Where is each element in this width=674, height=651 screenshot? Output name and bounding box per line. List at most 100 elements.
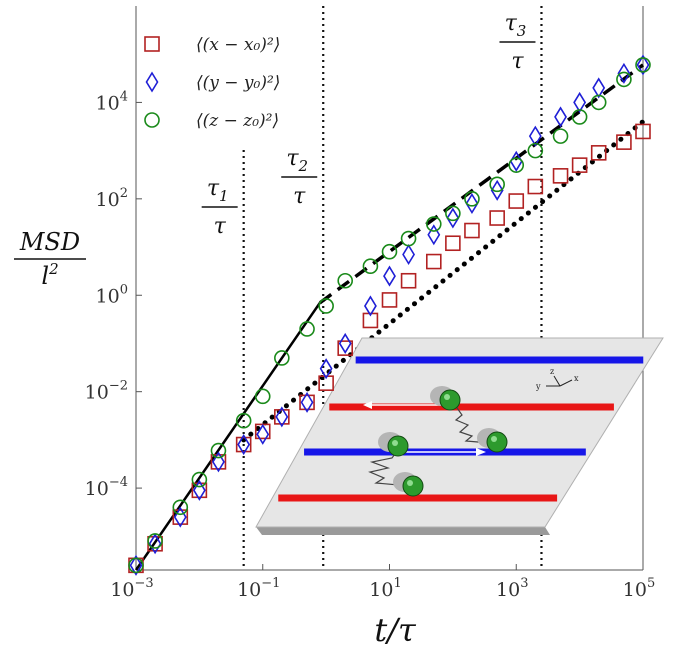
y-tick-label: 10−4 [85,475,128,500]
tether-spring-1 [454,404,491,444]
point-diamond [300,391,314,413]
z-axis-arrow [553,375,561,387]
point-circle [635,57,651,73]
point-diamond [237,434,251,456]
point-square [400,272,417,289]
point-circle [337,272,354,289]
fit-line-dotted [241,119,646,443]
tau-2-numerator: τ2 [286,146,308,175]
x-axis-arrow [559,379,573,387]
point-circle [362,258,379,275]
point-diamond [148,533,162,555]
particle-3 [387,435,409,457]
point-circle [172,499,189,516]
point-diamond [363,295,377,317]
point-circle [235,412,252,429]
legend-label-diamond: ⟨(y − y₀)²⟩ [196,73,280,93]
tau-3-denominator: τ [511,49,524,74]
particle-highlight [392,440,398,446]
point-circle [191,471,208,488]
point-diamond [275,406,289,428]
inset-edge [256,527,550,535]
tau-2-denominator: τ [293,184,306,209]
point-diamond [319,358,333,380]
point-square [381,292,398,308]
legend-marker-diamond [145,71,159,93]
point-circle [210,442,227,459]
legend: ⟨(x − x₀)²⟩ ⟨(y − y₀)²⟩ ⟨(z − z₀)²⟩ [144,35,280,131]
legend-label-circle: ⟨(z − z₀)²⟩ [196,111,279,131]
point-square [445,235,461,252]
point-circle [445,205,461,222]
arrow-left-head [363,401,372,409]
tick-labels: 10−3 10−1 101 103 105 10−4 10−2 100 102 104 [85,89,656,601]
point-diamond [528,125,542,147]
particle-4 [402,475,424,497]
legend-label-square: ⟨(x − x₀)²⟩ [196,35,280,55]
fit-lines [134,63,646,571]
point-square [635,123,651,140]
point-circle [590,94,607,111]
point-square [590,145,607,161]
point-square [508,193,525,209]
point-circle [128,557,144,574]
point-square [172,509,189,525]
inset-x-label: x [574,374,579,383]
point-diamond [573,91,587,113]
point-square [552,168,569,184]
point-circle [616,71,632,88]
fit-line-dashed [318,63,645,305]
tau-3-numerator: τ3 [505,11,527,40]
y-tick-label: 104 [96,89,128,114]
point-square [299,394,315,411]
point-circle [425,216,442,232]
point-square [464,222,480,239]
fit-line-solid [134,302,322,571]
point-square [527,178,544,195]
point-square [274,409,290,425]
point-circle [274,350,290,366]
point-diamond [592,77,606,99]
point-circle [400,230,417,247]
point-circle [508,157,525,173]
x-tick-label: 10−1 [237,576,280,601]
x-axis-title: t/τ [374,611,417,649]
inset-z-label: z [550,367,554,376]
point-diamond [256,423,270,445]
point-diamond [446,207,460,229]
y-axis-title-denominator: l2 [41,260,58,290]
axes-frame [135,6,644,571]
x-tick-label: 103 [496,576,528,601]
axis-and-annotation-labels: τ1 τ τ2 τ τ3 τ MSD l2 t/τ [14,11,536,649]
y-tick-label: 100 [96,282,128,307]
point-circle [381,243,398,260]
tether-spring-2 [368,449,411,487]
tau-1-denominator: τ [214,214,227,239]
particle-1 [439,389,461,411]
point-diamond [192,479,206,501]
y-tick-label: 10−2 [85,379,128,404]
reference-vlines [242,6,543,570]
point-circle [464,191,480,207]
point-diamond [402,243,416,266]
x-tick-label: 105 [623,576,655,601]
point-diamond [636,54,650,76]
point-square [616,134,632,150]
point-circle [489,176,505,193]
point-square [191,482,208,499]
particle-highlight [407,480,413,486]
point-circle [318,298,334,314]
point-diamond [465,192,479,215]
point-circle [254,388,271,405]
point-circle [299,321,315,337]
point-square [337,340,354,356]
data-points [128,54,651,576]
point-circle [527,142,544,159]
point-diamond [427,224,441,246]
point-diamond [129,554,143,576]
point-circle [147,533,163,549]
point-diamond [383,265,396,287]
point-square [210,454,227,470]
point-diamond [212,451,225,473]
